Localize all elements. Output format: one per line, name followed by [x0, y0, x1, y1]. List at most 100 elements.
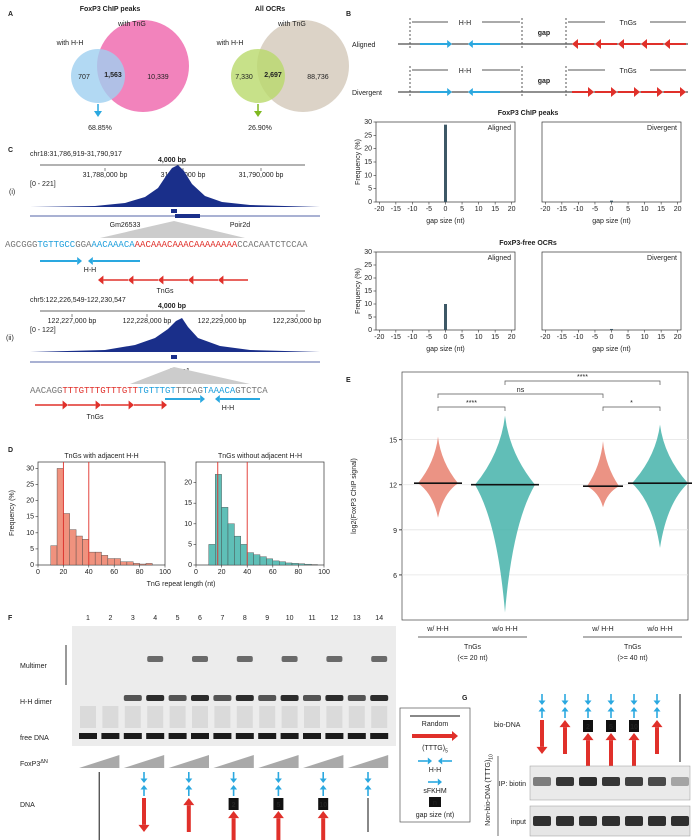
histogram-bar: [298, 563, 305, 566]
x-tick-label: -5: [426, 206, 432, 213]
arrow-head: [274, 785, 282, 790]
venn-fraction: 26.90%: [248, 125, 272, 132]
sequence-segment: AACAAACAAACAAAAAAAA: [135, 240, 238, 250]
gene-exon: [175, 214, 200, 218]
zoom-wedge: [130, 367, 250, 384]
protein-sup: ΔN: [40, 759, 48, 765]
plot-frame: [541, 251, 682, 331]
x-tick-label: -10: [407, 206, 417, 213]
band-label: Multimer: [20, 663, 48, 670]
x-tick-label: -15: [557, 206, 567, 213]
gel-smear: [124, 706, 141, 728]
scale-label: 4,000 bp: [158, 303, 186, 310]
legend-label: gap size (nt): [416, 812, 455, 819]
histogram-bar: [139, 563, 147, 566]
legend-text: (TTTG): [422, 745, 445, 752]
chart-subtitle: Divergent: [647, 255, 677, 262]
arrow-head: [657, 87, 663, 97]
y-tick-label: 30: [364, 119, 372, 126]
histogram-bar: [113, 558, 121, 566]
gene-name: Gm26533: [110, 222, 141, 229]
signal-range: [0 - 221]: [30, 181, 56, 188]
arrow-head: [185, 785, 193, 790]
row-label: Divergent: [352, 90, 382, 97]
x-tick-label: 15: [657, 334, 665, 341]
histogram-bar: [208, 544, 216, 566]
y-tick-label: 5: [368, 314, 372, 321]
histogram-bar: [88, 551, 96, 566]
blot-band: [602, 816, 620, 826]
coord-label: 122,228,000 bp: [123, 318, 172, 325]
legend-label: H-H: [429, 767, 441, 774]
motif-box: [171, 355, 177, 359]
histogram-bar: [133, 563, 140, 566]
arrow-head: [641, 39, 647, 49]
arrow-head: [605, 733, 617, 741]
significance-bracket: [437, 393, 604, 398]
panel-label: B: [346, 11, 351, 18]
gel-band: [347, 733, 366, 739]
x-tick-label: 0: [36, 569, 40, 576]
x-tick-label: 80: [295, 569, 303, 576]
arrow-head: [183, 798, 195, 806]
arrow-head: [680, 87, 686, 97]
sequence-segment: TGTTTGT: [138, 386, 176, 396]
arrow-head: [158, 275, 164, 285]
titration-wedge: [168, 755, 209, 768]
y-tick-label: 0: [368, 327, 372, 334]
gel-band: [347, 695, 366, 701]
venn-count: 1,563: [104, 72, 122, 79]
x-tick-label: 20: [508, 206, 516, 213]
sequence-segment: GTCTCA: [235, 386, 268, 396]
arrow-head: [274, 778, 282, 783]
arrow-head: [607, 700, 615, 705]
plot-frame: [541, 121, 682, 203]
arrow-head: [468, 40, 473, 48]
venn-circle: [231, 49, 285, 103]
lane-number: 7: [220, 615, 224, 622]
arrow-head: [468, 88, 473, 96]
gap-size: 10: [630, 724, 638, 731]
gel-smear: [281, 706, 298, 728]
legend-label: sFKHM: [423, 788, 447, 795]
x-axis-label: gap size (nt): [426, 218, 465, 225]
gap-box: [629, 720, 639, 732]
sequence-segment: AGCGGG: [5, 240, 37, 250]
y-tick-label: 0: [30, 562, 34, 569]
lane-number: 12: [331, 615, 339, 622]
gap-label: gap: [538, 30, 550, 37]
scale-label: 4,000 bp: [158, 157, 186, 164]
y-tick-label: 30: [26, 465, 34, 472]
sequence-segment: GGA: [75, 240, 92, 250]
y-tick-label: 20: [26, 498, 34, 505]
gel-band: [235, 695, 254, 701]
arrow-head: [88, 257, 93, 265]
x-tick-label: 20: [674, 334, 682, 341]
strip-points: [418, 436, 458, 518]
gel-band: [146, 733, 165, 739]
venn-label: with H-H: [56, 40, 84, 47]
chart-title: TnGs with adjacent H-H: [64, 453, 138, 460]
legend-label: Random: [422, 721, 449, 728]
blot-band: [625, 777, 643, 786]
y-tick-label: 15: [184, 500, 192, 507]
venn-label: with TnG: [117, 21, 146, 28]
x-tick-label: 15: [657, 206, 665, 213]
x-tick-label: w/ H-H: [426, 626, 448, 633]
x-tick-label: 10: [475, 334, 483, 341]
histogram-bar: [145, 563, 153, 566]
histogram-bar: [94, 551, 102, 566]
arrow-head: [653, 707, 661, 712]
significance-label: *: [630, 400, 633, 407]
hh-label: H-H: [459, 68, 471, 75]
x-tick-label: -20: [374, 206, 384, 213]
venn-count: 10,339: [147, 74, 169, 81]
x-tick-label: 100: [318, 569, 330, 576]
gel-smear: [348, 706, 365, 728]
blot-label: IP: biotin: [499, 781, 526, 788]
lane-number: 9: [265, 615, 269, 622]
locus: chr5:122,226,549-122,230,547: [30, 297, 126, 304]
y-tick-label: 5: [188, 541, 192, 548]
gel-smear: [236, 706, 253, 728]
arrow-head: [161, 400, 167, 410]
